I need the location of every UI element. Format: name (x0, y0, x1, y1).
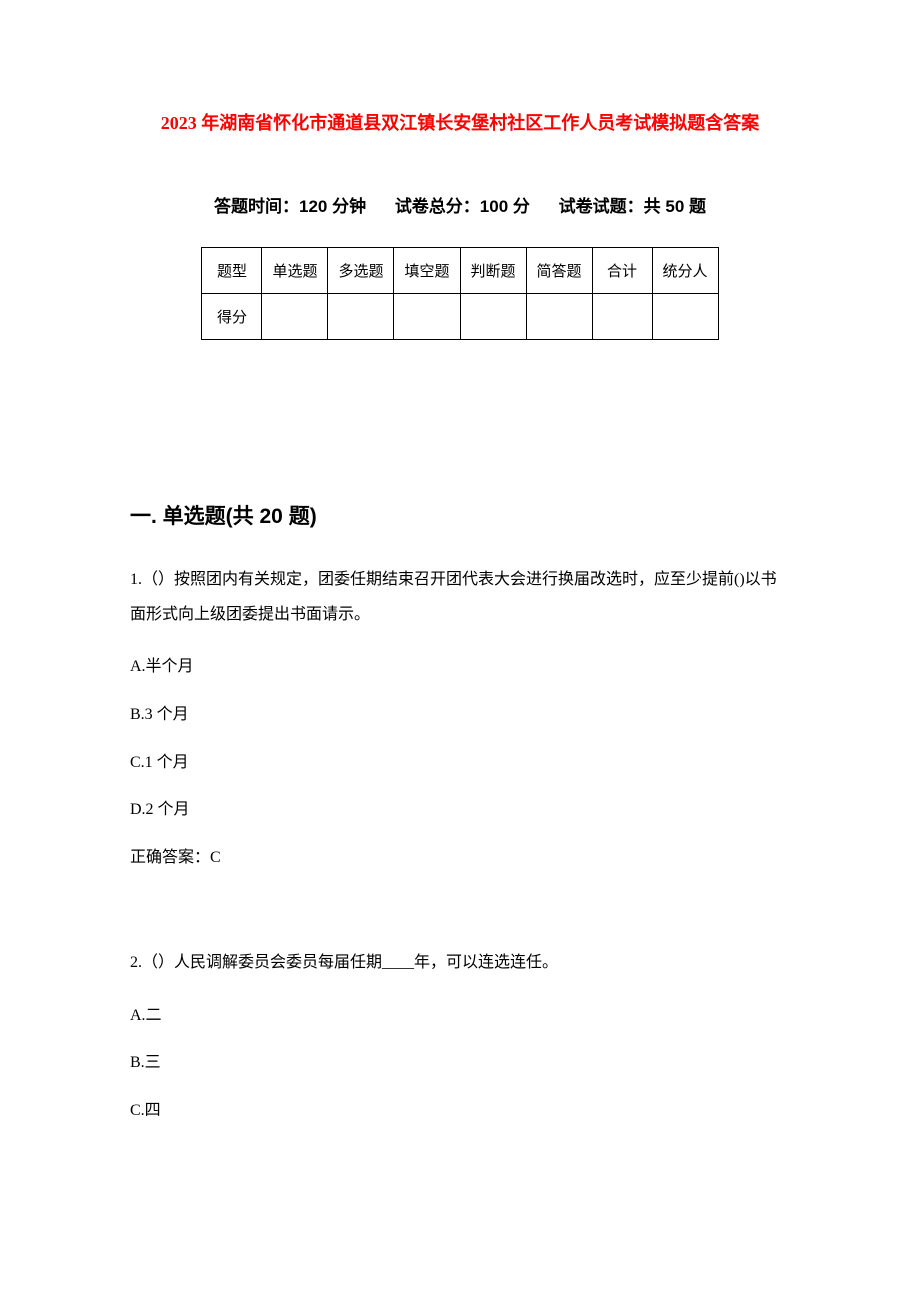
table-empty-cell (592, 294, 652, 340)
table-header-cell: 多选题 (328, 248, 394, 294)
question-number: 2. (130, 954, 142, 971)
question-text: （）按照团内有关规定，团委任期结束召开团代表大会进行换届改选时，应至少提前()以… (130, 571, 777, 623)
table-header-cell: 判断题 (460, 248, 526, 294)
option-d: D.2 个月 (130, 797, 790, 823)
meta-total-score: 试卷总分：100 分 (395, 197, 530, 216)
table-header-cell: 合计 (592, 248, 652, 294)
table-empty-cell (262, 294, 328, 340)
table-header-row: 题型 单选题 多选题 填空题 判断题 简答题 合计 统分人 (202, 248, 718, 294)
question-stem: 2.（）人民调解委员会委员每届任期____年，可以连选连任。 (130, 945, 790, 980)
option-c: C.四 (130, 1098, 790, 1124)
question-text: （）人民调解委员会委员每届任期____年，可以连选连任。 (142, 954, 558, 971)
table-header-cell: 简答题 (526, 248, 592, 294)
meta-time: 答题时间：120 分钟 (214, 197, 366, 216)
option-b: B.3 个月 (130, 702, 790, 728)
score-table: 题型 单选题 多选题 填空题 判断题 简答题 合计 统分人 得分 (201, 247, 718, 340)
table-header-cell: 统分人 (652, 248, 718, 294)
exam-meta: 答题时间：120 分钟 试卷总分：100 分 试卷试题：共 50 题 (130, 192, 790, 217)
question-number: 1. (130, 571, 142, 588)
question-stem: 1.（）按照团内有关规定，团委任期结束召开团代表大会进行换届改选时，应至少提前(… (130, 562, 790, 632)
option-a: A.二 (130, 1003, 790, 1029)
question-block: 1.（）按照团内有关规定，团委任期结束召开团代表大会进行换届改选时，应至少提前(… (130, 562, 790, 870)
table-empty-cell (526, 294, 592, 340)
meta-question-count: 试卷试题：共 50 题 (559, 197, 706, 216)
table-score-row: 得分 (202, 294, 718, 340)
question-block: 2.（）人民调解委员会委员每届任期____年，可以连选连任。 A.二 B.三 C… (130, 945, 790, 1123)
option-b: B.三 (130, 1050, 790, 1076)
exam-title: 2023 年湖南省怀化市通道县双江镇长安堡村社区工作人员考试模拟题含答案 (130, 110, 790, 137)
table-header-cell: 单选题 (262, 248, 328, 294)
correct-answer: 正确答案：C (130, 845, 790, 871)
section-heading: 一. 单选题(共 20 题) (130, 500, 790, 530)
table-empty-cell (328, 294, 394, 340)
table-empty-cell (460, 294, 526, 340)
table-empty-cell (652, 294, 718, 340)
table-header-cell: 填空题 (394, 248, 460, 294)
option-c: C.1 个月 (130, 750, 790, 776)
option-a: A.半个月 (130, 654, 790, 680)
table-header-cell: 题型 (202, 248, 262, 294)
table-row-label-cell: 得分 (202, 294, 262, 340)
table-empty-cell (394, 294, 460, 340)
